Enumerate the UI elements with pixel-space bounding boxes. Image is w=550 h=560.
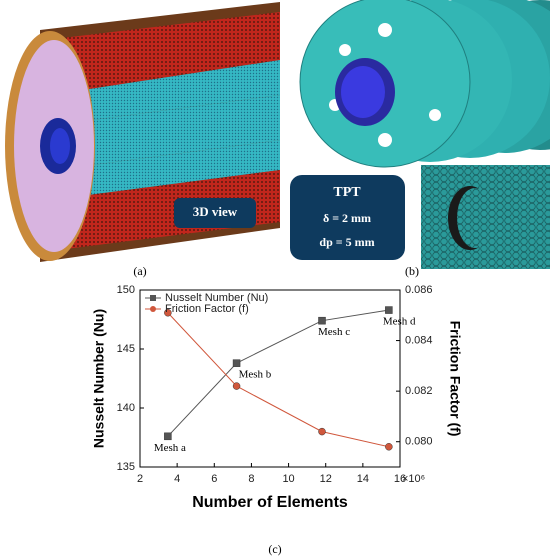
- x-tick-label: 8: [248, 473, 254, 485]
- caption: 3D view: [193, 204, 238, 219]
- annotation: Mesh a: [154, 442, 186, 454]
- annotation: Mesh b: [239, 369, 272, 381]
- legend-label: Nusselt Number (Nu): [165, 292, 268, 304]
- x-tick-label: 14: [357, 473, 369, 485]
- y-tick-label: 135: [117, 461, 135, 473]
- point: [232, 359, 241, 367]
- mesh-render-a: 3D view: [5, 2, 280, 262]
- y2-axis-title: Friction Factor (f): [447, 321, 463, 437]
- box-title: TPT: [333, 185, 361, 200]
- series-line: [167, 309, 389, 437]
- y-axis-title: Nusselt Number (Nu): [91, 309, 107, 448]
- box-line: dp = 5 mm: [319, 235, 374, 249]
- panel-label: (b): [405, 264, 419, 278]
- point: [385, 443, 393, 451]
- x-tick-label: 12: [320, 473, 332, 485]
- legend-marker: [150, 295, 156, 301]
- annotation: Mesh c: [318, 326, 350, 338]
- x-tick-label: 4: [174, 473, 180, 485]
- panel-label: (c): [268, 542, 281, 556]
- mesh-render-b: TPT δ = 2 mm dp = 5 mm: [290, 0, 550, 269]
- legend-label: Friction Factor (f): [165, 303, 249, 315]
- x-axis-title: Number of Elements: [192, 494, 348, 511]
- x-tick-label: 16: [394, 473, 406, 485]
- x-multiplier: ×10⁶: [402, 473, 425, 485]
- annotation: Mesh d: [383, 316, 416, 328]
- point: [164, 309, 172, 317]
- y2-tick-label: 0.082: [405, 385, 433, 397]
- panel-label: (a): [133, 264, 146, 278]
- point: [232, 382, 241, 390]
- y2-tick-label: 0.086: [405, 284, 433, 296]
- y2-tick-label: 0.084: [405, 334, 433, 346]
- plot-frame: [139, 289, 401, 468]
- point: [318, 316, 326, 325]
- box-line: δ = 2 mm: [323, 211, 371, 225]
- point: [385, 306, 393, 314]
- y2-tick-label: 0.080: [405, 436, 433, 448]
- x-tick-label: 6: [211, 473, 217, 485]
- point: [164, 432, 172, 441]
- x-tick-label: 2: [137, 473, 143, 485]
- x-tick-label: 10: [282, 473, 294, 485]
- y-tick-label: 140: [117, 402, 135, 414]
- legend-marker: [150, 306, 156, 312]
- y-tick-label: 150: [117, 284, 135, 296]
- y-tick-label: 145: [117, 343, 135, 355]
- series-line: [167, 312, 389, 448]
- point: [318, 427, 326, 436]
